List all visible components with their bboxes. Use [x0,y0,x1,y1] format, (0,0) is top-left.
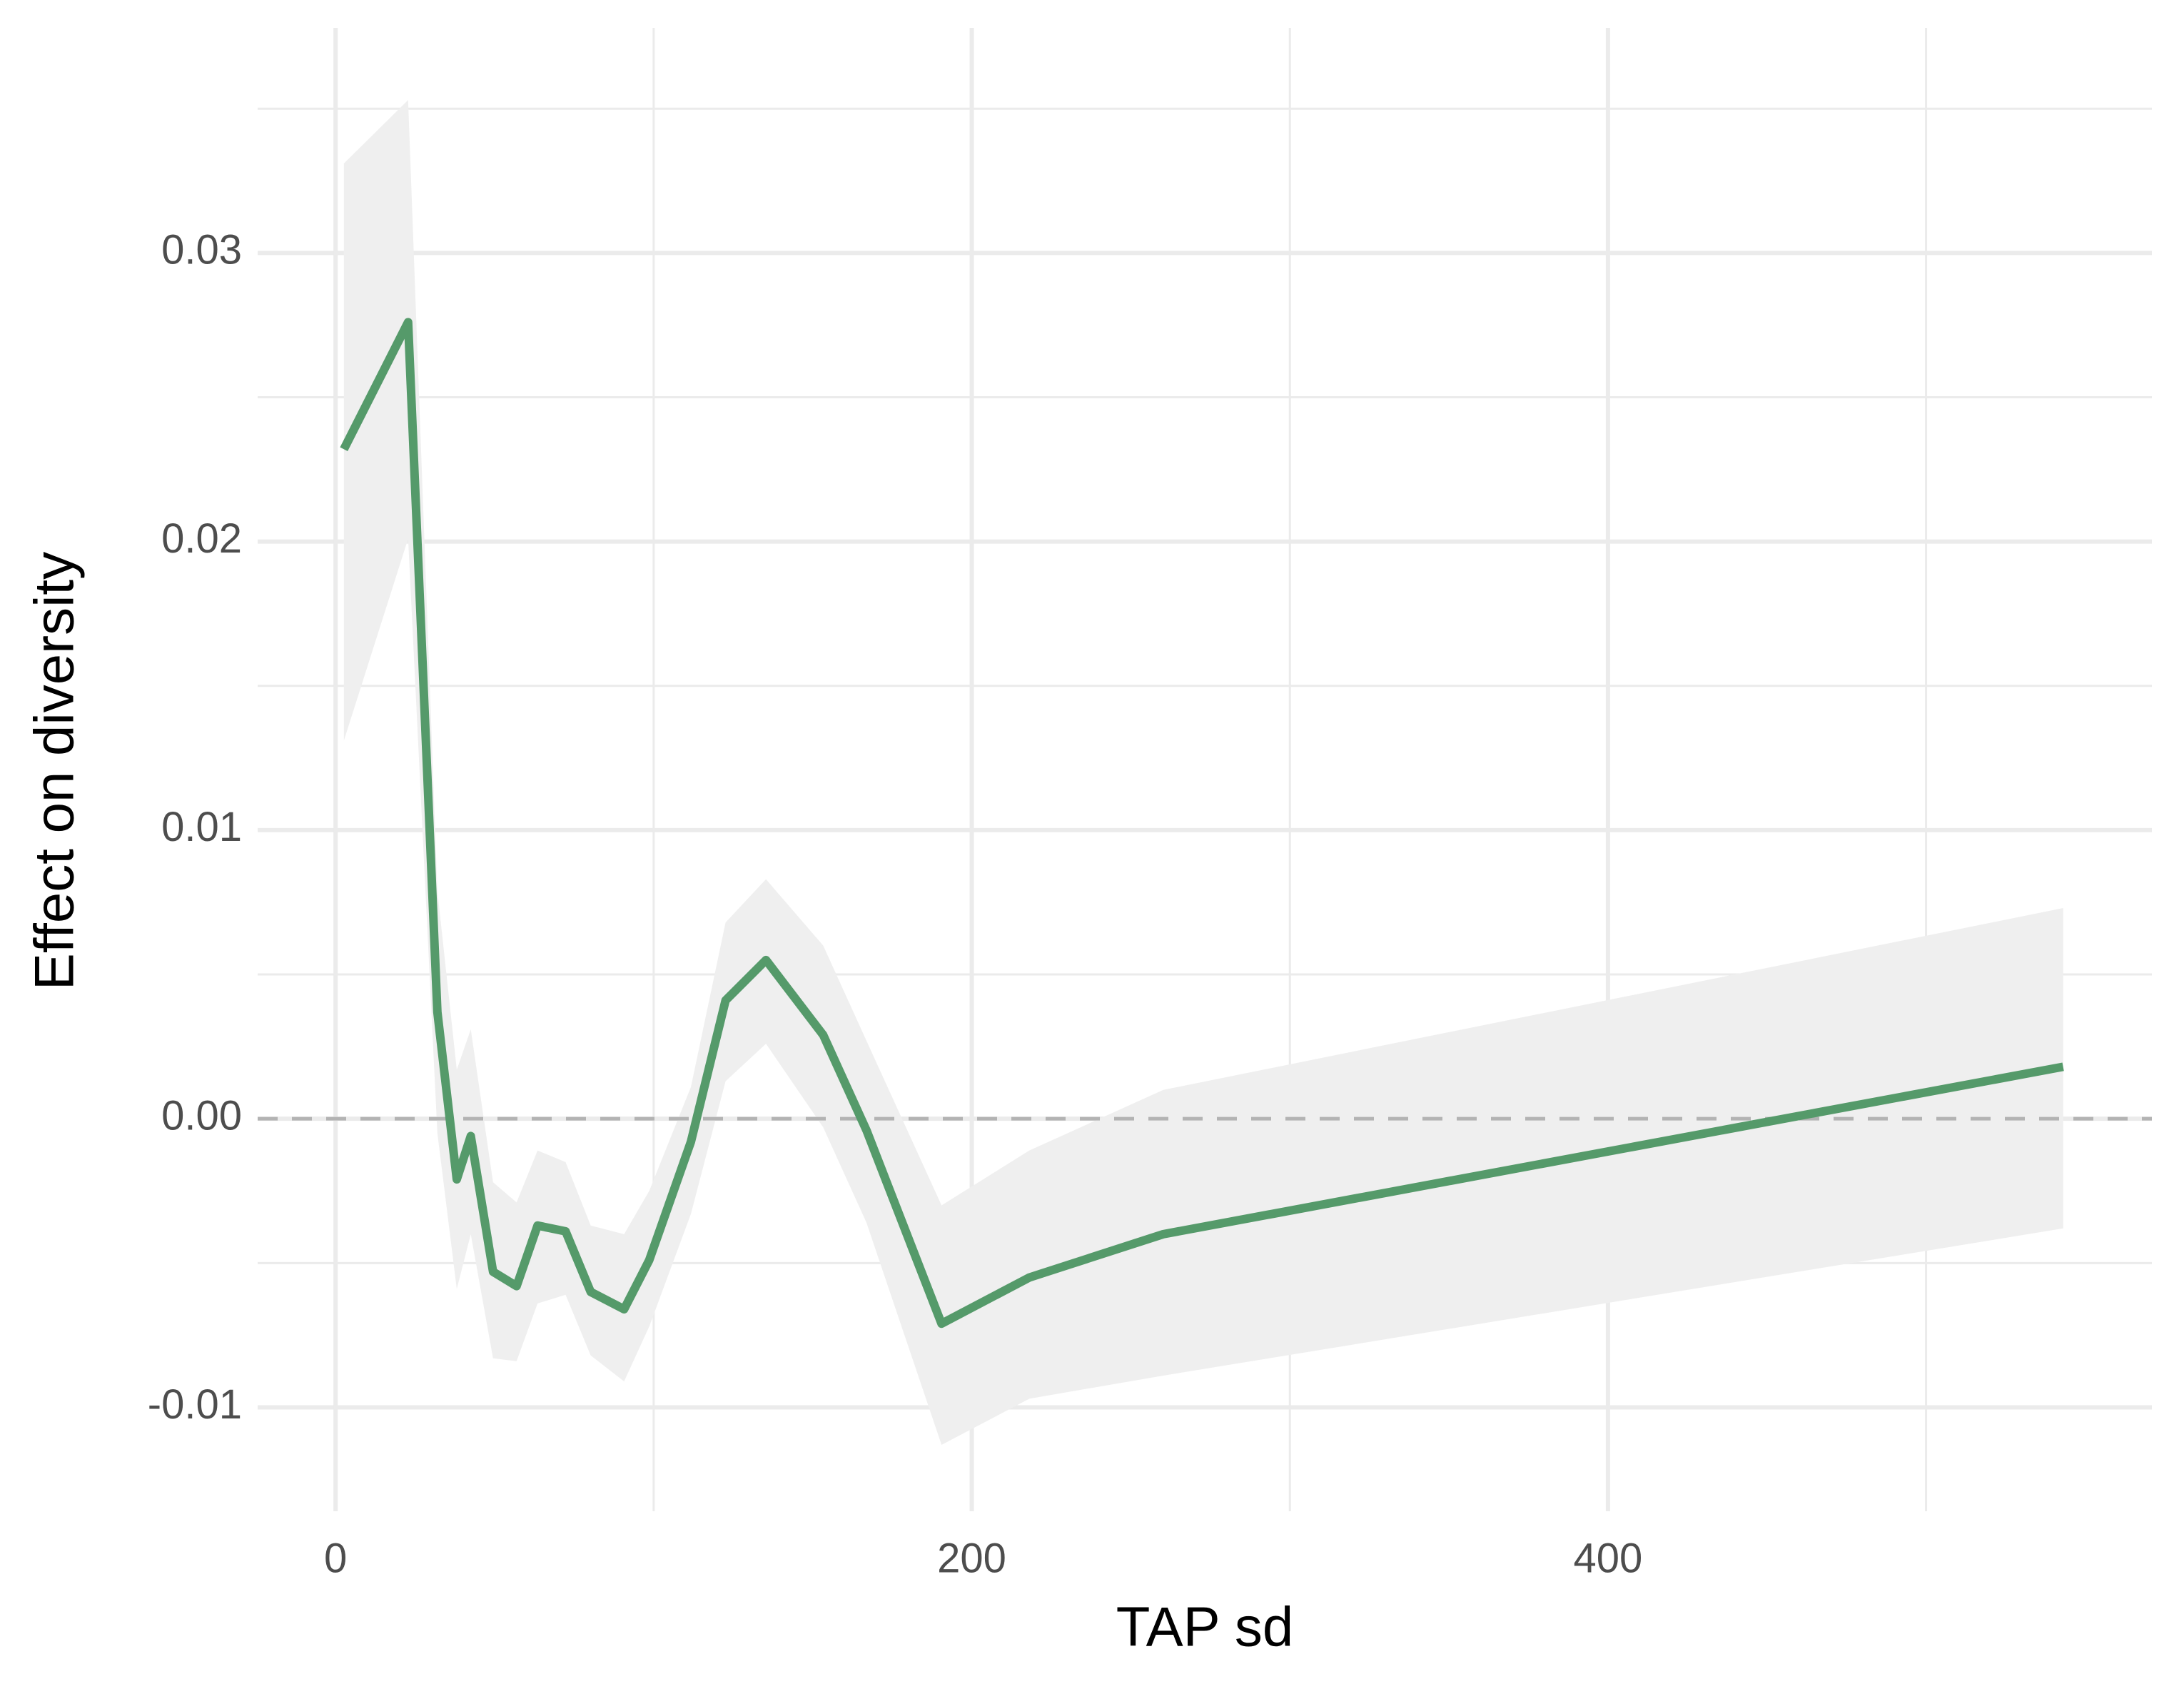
x-tick-label: 400 [1574,1535,1643,1581]
y-tick-label: 0.02 [161,515,242,562]
y-tick-label: 0.03 [161,227,242,273]
x-tick-label: 0 [324,1535,347,1581]
y-tick-label: 0.00 [161,1093,242,1139]
y-tick-label: -0.01 [148,1381,242,1428]
x-tick-label: 200 [937,1535,1006,1581]
x-axis-title: TAP sd [1116,1595,1294,1658]
y-axis-title: Effect on diversity [23,552,86,990]
line [340,318,2064,1329]
y-tick-label: 0.01 [161,804,242,850]
confidence-band [343,100,2063,1446]
